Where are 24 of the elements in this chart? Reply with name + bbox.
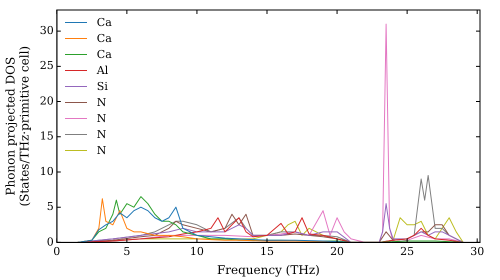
legend-label: Si bbox=[96, 80, 108, 92]
y-tick-label: 0 bbox=[46, 235, 54, 248]
legend-label: N bbox=[96, 112, 106, 124]
x-tick-label: 10 bbox=[190, 244, 204, 258]
y-tick-label: 5 bbox=[46, 200, 54, 214]
x-tick-label: 20 bbox=[330, 244, 344, 258]
legend-label: N bbox=[96, 96, 106, 108]
legend-label: Ca bbox=[96, 16, 112, 28]
y-tick-label: 20 bbox=[40, 94, 54, 108]
y-tick-label: 30 bbox=[40, 24, 54, 37]
legend-label: N bbox=[96, 128, 106, 140]
x-tick-label: 25 bbox=[400, 244, 414, 258]
y-axis-title: Phonon projected DOS (States/THz·primitive cell) bbox=[3, 46, 32, 207]
legend-label: Al bbox=[96, 64, 108, 76]
legend-label: N bbox=[96, 144, 106, 156]
y-tick-label: 15 bbox=[40, 130, 54, 143]
y-tick-label: 25 bbox=[40, 59, 54, 72]
x-tick-label: 15 bbox=[260, 244, 274, 258]
legend-label: Ca bbox=[96, 32, 112, 44]
x-axis-title: Frequency (THz) bbox=[216, 262, 320, 277]
x-tick-label: 5 bbox=[123, 244, 130, 258]
y-tick-label: 10 bbox=[40, 164, 54, 178]
x-tick-label: 30 bbox=[470, 244, 484, 258]
legend-label: Ca bbox=[96, 48, 112, 60]
